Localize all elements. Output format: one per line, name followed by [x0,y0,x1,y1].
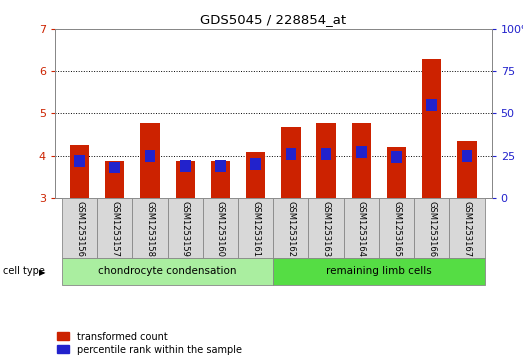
Bar [321,148,332,160]
Text: GSM1253164: GSM1253164 [357,201,366,257]
Text: GSM1253157: GSM1253157 [110,201,119,257]
Bar [167,198,203,258]
Bar [70,145,89,198]
Text: GSM1253167: GSM1253167 [462,201,471,257]
Bar [62,258,273,285]
Bar [74,155,85,167]
Bar [344,198,379,258]
Text: cell type: cell type [3,266,44,276]
Bar [62,198,97,258]
Bar [215,160,226,172]
Bar [211,161,230,198]
Bar [391,151,402,163]
Text: remaining limb cells: remaining limb cells [326,266,432,276]
Bar [309,198,344,258]
Bar [251,158,261,170]
Bar [422,60,441,198]
Bar [426,99,437,111]
Bar [387,147,406,198]
Bar [180,160,190,172]
Bar [457,141,476,198]
Text: GSM1253165: GSM1253165 [392,201,401,257]
Bar [274,198,309,258]
Bar [203,198,238,258]
Bar [356,146,367,158]
Bar [246,152,265,198]
Bar [414,198,449,258]
Bar [176,161,195,198]
Bar [462,150,472,162]
Bar [97,198,132,258]
Bar [140,123,160,198]
Text: chondrocyte condensation: chondrocyte condensation [98,266,237,276]
Text: GSM1253158: GSM1253158 [145,201,154,257]
Text: GSM1253159: GSM1253159 [181,201,190,257]
Bar [109,162,120,174]
Bar [274,258,485,285]
Text: GSM1253166: GSM1253166 [427,201,436,257]
Text: GSM1253161: GSM1253161 [251,201,260,257]
Bar [145,150,155,162]
Bar [351,123,371,198]
Title: GDS5045 / 228854_at: GDS5045 / 228854_at [200,13,346,26]
Bar [316,123,336,198]
Bar [449,198,485,258]
Bar [286,148,296,160]
Bar [105,161,124,198]
Legend: transformed count, percentile rank within the sample: transformed count, percentile rank withi… [57,331,242,355]
Text: GSM1253163: GSM1253163 [322,201,331,257]
Text: GSM1253160: GSM1253160 [216,201,225,257]
Text: ▶: ▶ [39,268,46,277]
Bar [281,127,301,198]
Bar [379,198,414,258]
Bar [238,198,273,258]
Text: GSM1253162: GSM1253162 [287,201,295,257]
Text: GSM1253156: GSM1253156 [75,201,84,257]
Bar [132,198,167,258]
